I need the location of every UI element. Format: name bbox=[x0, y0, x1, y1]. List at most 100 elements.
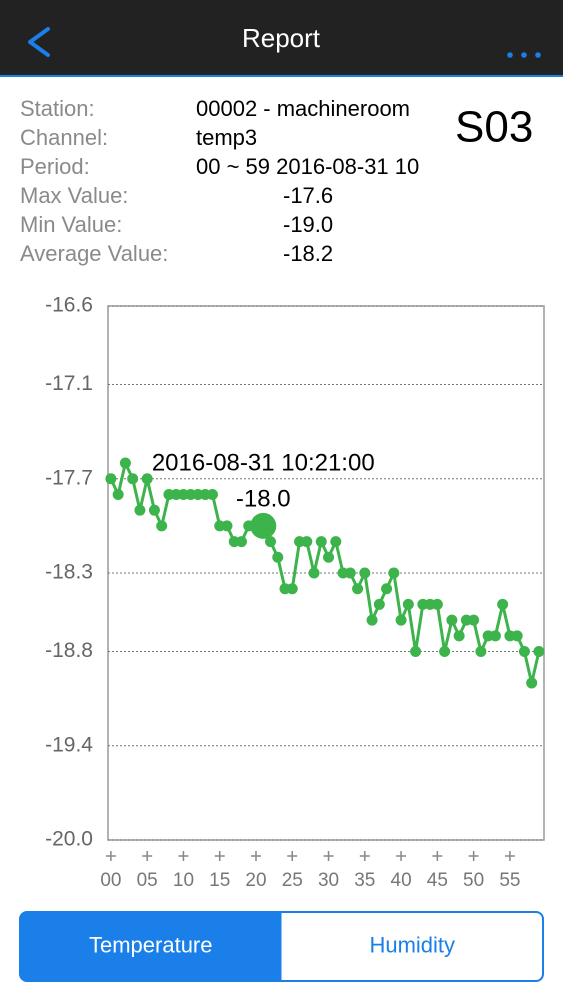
data-point[interactable] bbox=[410, 646, 422, 658]
data-point[interactable] bbox=[453, 630, 465, 642]
x-tick-label: 25 bbox=[282, 870, 303, 891]
data-point[interactable] bbox=[489, 630, 501, 642]
data-point[interactable] bbox=[105, 473, 117, 485]
selected-value: -18.0 bbox=[236, 485, 291, 512]
selected-point[interactable] bbox=[250, 512, 277, 539]
x-tick-label: 45 bbox=[427, 870, 448, 891]
data-point[interactable] bbox=[315, 536, 327, 548]
data-point[interactable] bbox=[475, 646, 487, 658]
data-point[interactable] bbox=[439, 646, 451, 658]
info-label: Period: bbox=[20, 154, 90, 179]
info-value: temp3 bbox=[196, 125, 257, 150]
x-tick-mark bbox=[504, 851, 515, 861]
x-tick-mark bbox=[287, 851, 298, 861]
x-tick-mark bbox=[359, 851, 370, 861]
info-value: 00002 - machineroom bbox=[196, 96, 410, 121]
y-tick-label: -18.3 bbox=[45, 561, 93, 584]
x-tick-label: 15 bbox=[209, 870, 230, 891]
data-point[interactable] bbox=[265, 536, 277, 548]
data-point[interactable] bbox=[402, 598, 414, 610]
chart: -20.0 -19.4 -18.8 -18.3 -17.7 -17.1 -16.6 00 05 1… bbox=[45, 294, 545, 891]
data-point[interactable] bbox=[323, 551, 335, 563]
data-point[interactable] bbox=[206, 488, 218, 500]
tab-active-bg[interactable] bbox=[20, 912, 282, 981]
y-tick-label: -20.0 bbox=[45, 828, 93, 851]
data-point[interactable] bbox=[373, 598, 385, 610]
tab-label[interactable]: Humidity bbox=[369, 932, 455, 957]
data-point[interactable] bbox=[330, 536, 342, 548]
top-bar-line bbox=[0, 75, 563, 77]
data-point[interactable] bbox=[446, 614, 458, 626]
info-value: -17.6 bbox=[283, 183, 333, 208]
info-label: Station: bbox=[20, 96, 95, 121]
data-point[interactable] bbox=[497, 598, 509, 610]
x-tick-label: 05 bbox=[137, 870, 158, 891]
info-label: Channel: bbox=[20, 125, 108, 150]
x-tick-mark bbox=[178, 851, 189, 861]
x-tick-mark bbox=[214, 851, 225, 861]
data-point[interactable] bbox=[388, 567, 400, 579]
data-point[interactable] bbox=[526, 677, 538, 689]
page-title: Report bbox=[242, 23, 321, 53]
y-tick-label: -16.6 bbox=[45, 294, 93, 317]
data-point[interactable] bbox=[352, 583, 364, 595]
x-tick-label: 50 bbox=[463, 870, 484, 891]
x-tick-label: 35 bbox=[354, 870, 375, 891]
data-point[interactable] bbox=[141, 473, 153, 485]
x-tick-mark bbox=[105, 851, 116, 861]
info-label: Average Value: bbox=[20, 241, 168, 266]
info-value: 00 ~ 59 2016-08-31 10 bbox=[196, 154, 419, 179]
data-point[interactable] bbox=[344, 567, 356, 579]
station-badge: S03 bbox=[455, 103, 533, 152]
data-point[interactable] bbox=[134, 504, 146, 516]
info-value: -18.2 bbox=[283, 241, 333, 266]
data-point[interactable] bbox=[286, 583, 298, 595]
data-point[interactable] bbox=[272, 551, 284, 563]
x-tick-label: 00 bbox=[100, 870, 121, 891]
info-label: Max Value: bbox=[20, 183, 128, 208]
x-tick-mark bbox=[250, 851, 261, 861]
data-point[interactable] bbox=[468, 614, 480, 626]
tab-label[interactable]: Temperature bbox=[89, 932, 213, 957]
data-point[interactable] bbox=[112, 488, 124, 500]
data-point[interactable] bbox=[518, 646, 530, 658]
data-point[interactable] bbox=[533, 646, 545, 658]
selected-time: 2016-08-31 10:21:00 bbox=[152, 449, 375, 476]
y-tick-label: -17.7 bbox=[45, 466, 93, 489]
x-tick-label: 55 bbox=[499, 870, 520, 891]
x-tick-label: 40 bbox=[391, 870, 412, 891]
dot[interactable] bbox=[507, 52, 513, 58]
x-tick-mark bbox=[323, 851, 334, 861]
data-point[interactable] bbox=[395, 614, 407, 626]
x-tick-label: 10 bbox=[173, 870, 194, 891]
info-value: -19.0 bbox=[283, 212, 333, 237]
back-button[interactable] bbox=[28, 27, 50, 57]
more-button[interactable] bbox=[507, 52, 541, 58]
dot[interactable] bbox=[535, 52, 541, 58]
data-point[interactable] bbox=[431, 598, 443, 610]
data-point[interactable] bbox=[148, 504, 160, 516]
data-point[interactable] bbox=[235, 536, 247, 548]
dot[interactable] bbox=[521, 52, 527, 58]
data-point[interactable] bbox=[221, 520, 233, 532]
info: Station: 00002 - machineroom Channel: temp3… bbox=[20, 96, 419, 266]
x-tick-label: 20 bbox=[245, 870, 266, 891]
top-bar bbox=[0, 0, 563, 77]
y-tick-label: -19.4 bbox=[45, 733, 93, 756]
data-point[interactable] bbox=[511, 630, 523, 642]
x-tick-label: 30 bbox=[318, 870, 339, 891]
data-point[interactable] bbox=[359, 567, 371, 579]
data-point[interactable] bbox=[308, 567, 320, 579]
data-point[interactable] bbox=[366, 614, 378, 626]
data-point[interactable] bbox=[156, 520, 168, 532]
y-tick-label: -17.1 bbox=[45, 372, 93, 395]
data-point[interactable] bbox=[127, 473, 139, 485]
x-tick-mark bbox=[468, 851, 479, 861]
data-point[interactable] bbox=[381, 583, 393, 595]
x-tick-mark bbox=[142, 851, 153, 861]
x-tick-mark bbox=[396, 851, 407, 861]
data-point[interactable] bbox=[119, 457, 131, 469]
data-point[interactable] bbox=[301, 536, 313, 548]
x-tick-mark bbox=[432, 851, 443, 861]
